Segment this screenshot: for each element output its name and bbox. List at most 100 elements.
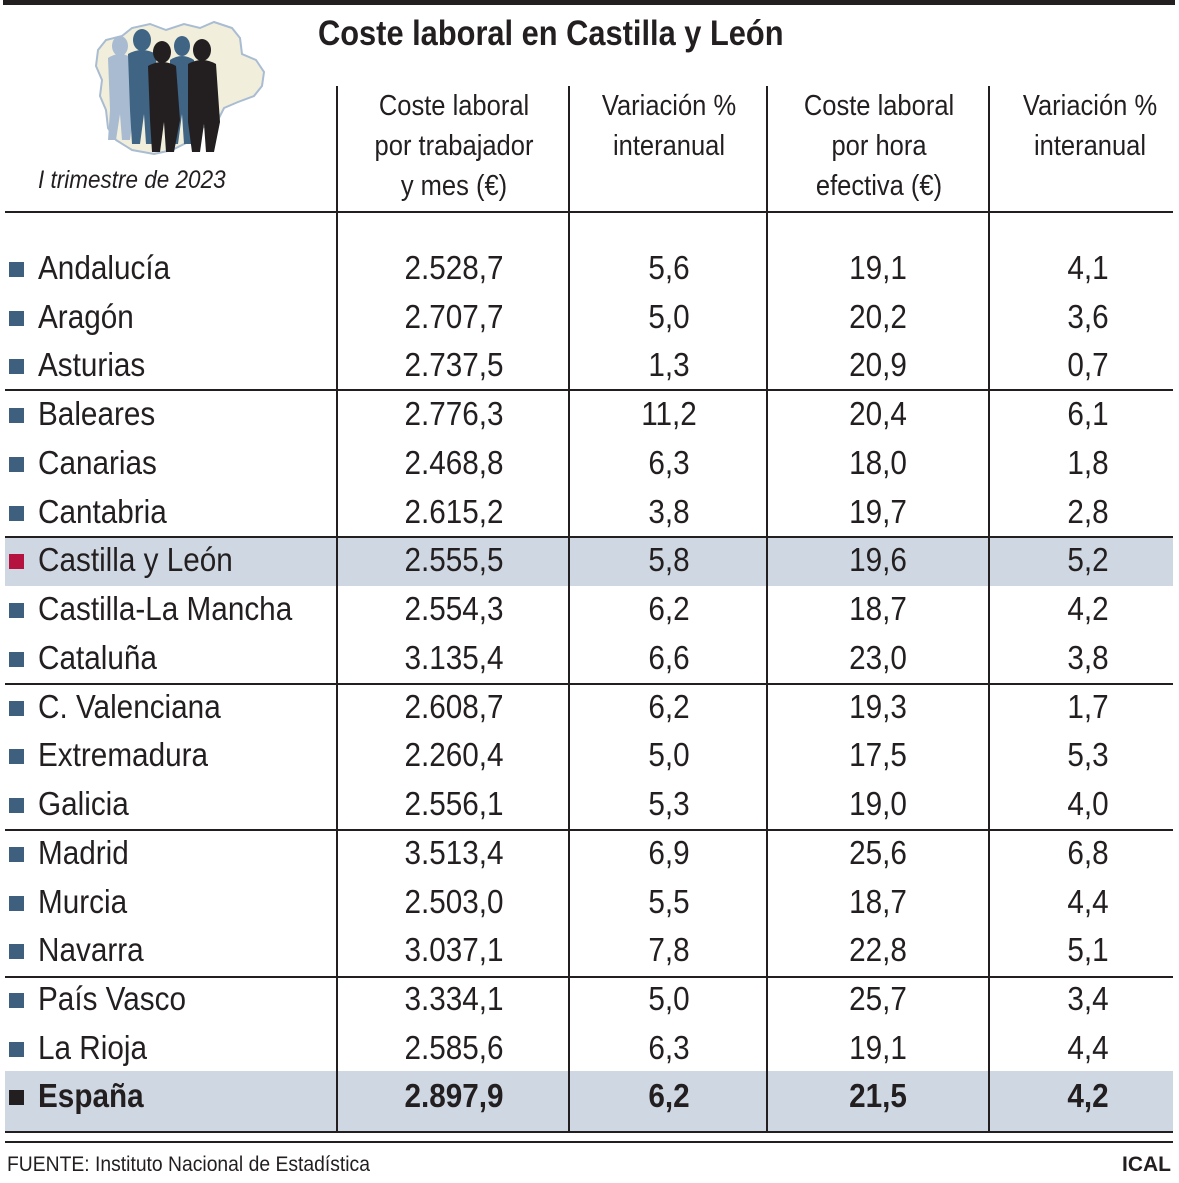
top-rule <box>3 0 1175 5</box>
highlight-espana <box>5 1071 1173 1132</box>
column-divider <box>988 86 990 1133</box>
variacion-trabajador-value: 5,8 <box>648 541 690 578</box>
coste-hora-value: 20,4 <box>849 395 907 432</box>
region-name: Galicia <box>38 785 129 822</box>
table-row: Baleares 2.776,3 11,2 20,4 6,1 <box>0 392 1179 441</box>
header-line: efectiva (€) <box>815 170 943 202</box>
column-header-coste-hora: Coste laboral por hora efectiva (€) <box>781 86 976 206</box>
header-line: por hora <box>831 130 927 162</box>
coste-trabajador-value: 2.707,7 <box>404 298 504 335</box>
variacion-trabajador-value: 6,2 <box>648 1077 690 1114</box>
region-marker-icon <box>9 896 24 911</box>
table-row: Extremadura 2.260,4 5,0 17,5 5,3 <box>0 733 1179 782</box>
people-silhouettes-map-icon <box>94 20 266 156</box>
table-row: País Vasco 3.334,1 5,0 25,7 3,4 <box>0 977 1179 1026</box>
column-header-variacion-trabajador: Variación % interanual <box>582 86 756 166</box>
variacion-trabajador-value: 5,6 <box>648 249 690 286</box>
variacion-trabajador-value: 11,2 <box>641 395 697 432</box>
table-row: Canarias 2.468,8 6,3 18,0 1,8 <box>0 441 1179 490</box>
variacion-hora-value: 4,4 <box>1067 883 1109 920</box>
variacion-hora-value: 3,8 <box>1067 639 1109 676</box>
coste-hora-value: 19,1 <box>849 1029 907 1066</box>
header-line: interanual <box>1033 130 1147 162</box>
region-name: Andalucía <box>38 249 171 286</box>
coste-trabajador-value: 2.585,6 <box>404 1029 504 1066</box>
coste-trabajador-value: 2.776,3 <box>404 395 504 432</box>
variacion-hora-value: 4,4 <box>1067 1029 1109 1066</box>
region-marker-icon <box>9 359 24 374</box>
group-divider <box>5 683 1173 685</box>
column-divider <box>336 86 338 1133</box>
region-marker-icon <box>9 944 24 959</box>
variacion-hora-value: 6,8 <box>1067 834 1109 871</box>
variacion-trabajador-value: 5,0 <box>648 736 690 773</box>
variacion-hora-value: 2,8 <box>1067 493 1109 530</box>
column-divider <box>568 86 570 1133</box>
coste-trabajador-value: 2.737,5 <box>404 346 504 383</box>
variacion-hora-value: 3,4 <box>1067 980 1109 1017</box>
coste-hora-value: 19,0 <box>849 785 907 822</box>
variacion-hora-value: 5,2 <box>1067 541 1109 578</box>
variacion-trabajador-value: 6,2 <box>648 688 690 725</box>
region-marker-icon <box>9 311 24 326</box>
region-name: C. Valenciana <box>38 688 221 725</box>
region-name: Baleares <box>38 395 156 432</box>
coste-hora-value: 19,1 <box>849 249 907 286</box>
region-marker-icon <box>9 798 24 813</box>
variacion-trabajador-value: 5,0 <box>648 298 690 335</box>
coste-hora-value: 25,6 <box>849 834 907 871</box>
variacion-hora-value: 6,1 <box>1067 395 1109 432</box>
table-row: Aragón 2.707,7 5,0 20,2 3,6 <box>0 295 1179 344</box>
coste-hora-value: 23,0 <box>849 639 907 676</box>
coste-hora-value: 19,6 <box>849 541 907 578</box>
region-marker-icon <box>9 457 24 472</box>
coste-hora-value: 22,8 <box>849 931 907 968</box>
coste-hora-value: 19,7 <box>849 493 907 530</box>
coste-hora-value: 25,7 <box>849 980 907 1017</box>
coste-trabajador-value: 2.528,7 <box>404 249 504 286</box>
table-bottom-rule <box>5 1131 1173 1133</box>
coste-trabajador-value: 2.897,9 <box>404 1077 504 1114</box>
variacion-hora-value: 0,7 <box>1067 346 1109 383</box>
highlight-castilla-y-leon <box>5 537 1173 586</box>
table-row: Navarra 3.037,1 7,8 22,8 5,1 <box>0 928 1179 977</box>
region-marker-icon <box>9 408 24 423</box>
variacion-trabajador-value: 5,5 <box>648 883 690 920</box>
region-name: Cantabria <box>38 493 167 530</box>
region-marker-icon <box>9 652 24 667</box>
coste-hora-value: 18,7 <box>849 590 907 627</box>
variacion-trabajador-value: 3,8 <box>648 493 690 530</box>
region-marker-icon <box>9 603 24 618</box>
coste-trabajador-value: 2.554,3 <box>404 590 504 627</box>
variacion-hora-value: 3,6 <box>1067 298 1109 335</box>
coste-hora-value: 20,9 <box>849 346 907 383</box>
region-name: Murcia <box>38 883 128 920</box>
coste-trabajador-value: 2.503,0 <box>404 883 504 920</box>
header-line: y mes (€) <box>400 170 508 202</box>
total-marker-icon <box>9 1090 24 1105</box>
region-marker-icon <box>9 749 24 764</box>
region-name: Cataluña <box>38 639 157 676</box>
coste-trabajador-value: 2.556,1 <box>404 785 504 822</box>
table-row: Castilla-La Mancha 2.554,3 6,2 18,7 4,2 <box>0 587 1179 636</box>
region-name: Asturias <box>38 346 146 383</box>
variacion-trabajador-value: 1,3 <box>648 346 690 383</box>
table-row: Cataluña 3.135,4 6,6 23,0 3,8 <box>0 636 1179 685</box>
variacion-trabajador-value: 6,2 <box>648 590 690 627</box>
variacion-hora-value: 4,2 <box>1067 1077 1109 1114</box>
region-name: España <box>38 1077 144 1114</box>
variacion-trabajador-value: 6,3 <box>648 1029 690 1066</box>
coste-trabajador-value: 3.037,1 <box>404 931 504 968</box>
table-row: Galicia 2.556,1 5,3 19,0 4,0 <box>0 782 1179 831</box>
coste-trabajador-value: 3.135,4 <box>404 639 504 676</box>
region-name: Canarias <box>38 444 157 481</box>
region-name: Madrid <box>38 834 129 871</box>
header-divider <box>5 211 1173 213</box>
coste-trabajador-value: 3.513,4 <box>404 834 504 871</box>
table-row: Andalucía 2.528,7 5,6 19,1 4,1 <box>0 246 1179 295</box>
header-line: Variación % <box>601 90 737 122</box>
period-subtitle: I trimestre de 2023 <box>38 166 226 194</box>
coste-hora-value: 19,3 <box>849 688 907 725</box>
header-line: interanual <box>612 130 726 162</box>
coste-hora-value: 21,5 <box>849 1077 907 1114</box>
